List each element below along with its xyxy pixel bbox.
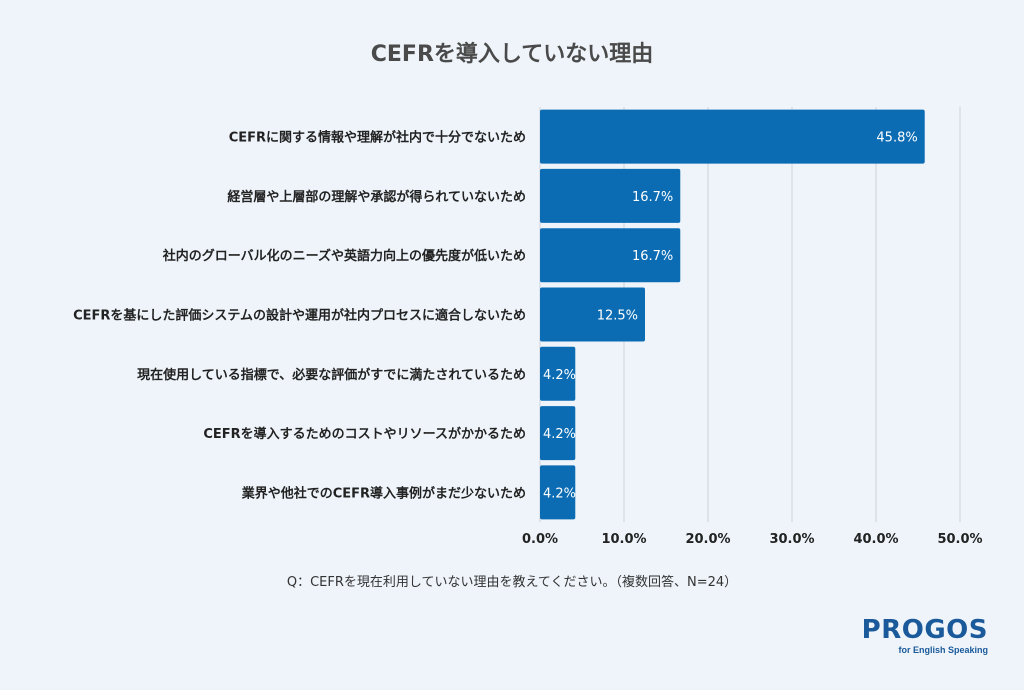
bar-value-label: 12.5%	[597, 309, 638, 324]
logo-tagline: for English Speaking	[898, 645, 988, 655]
bar	[540, 406, 576, 461]
bar-value-label: 45.8%	[876, 131, 917, 146]
bar-value-label: 4.2%	[543, 427, 576, 442]
bar	[540, 228, 681, 283]
bars: 45.8% 16.7% 16.7% 12.5% 4.2% 4.2% 4.2%	[540, 109, 925, 520]
progos-logo: PROGOS for English Speaking	[862, 616, 988, 656]
category-label: 業界や他社でのCEFR導入事例がまだ少ないため	[241, 485, 526, 501]
bar	[540, 287, 645, 342]
bar-value-label: 4.2%	[543, 486, 576, 501]
bar	[540, 465, 576, 520]
category-label: 社内のグローバル化のニーズや英語力向上の優先度が低いため	[162, 248, 526, 264]
category-label: CEFRを導入するためのコストやリソースがかかるため	[203, 426, 526, 442]
survey-note: Q：CEFRを現在利用していない理由を教えてください。（複数回答、N=24）	[286, 575, 738, 590]
x-tick-label: 50.0%	[937, 532, 982, 547]
bar-value-label: 4.2%	[543, 368, 576, 383]
bar-chart: 45.8% 16.7% 16.7% 12.5% 4.2% 4.2% 4.2% CEFRに関す…	[73, 107, 983, 547]
category-labels: CEFRに関する情報や理解が社内で十分でないため経営層や上層部の理解や承認が得ら…	[73, 130, 526, 502]
category-label: CEFRに関する情報や理解が社内で十分でないため	[229, 130, 526, 146]
x-tick-label: 40.0%	[853, 532, 898, 547]
x-tick-label: 0.0%	[522, 532, 558, 547]
chart-title: CEFRを導入していない理由	[370, 42, 654, 67]
category-label: CEFRを基にした評価システムの設計や運用が社内プロセスに適合しないため	[73, 308, 526, 324]
x-tick-label: 20.0%	[685, 532, 730, 547]
bar-value-label: 16.7%	[632, 190, 673, 205]
logo-name: PROGOS	[861, 615, 988, 645]
x-axis-ticks: 0.0% 10.0% 20.0% 30.0% 40.0% 50.0%	[522, 532, 983, 547]
category-label: 経営層や上層部の理解や承認が得られていないため	[227, 189, 526, 205]
bar	[540, 346, 576, 401]
x-tick-label: 30.0%	[769, 532, 814, 547]
x-tick-label: 10.0%	[601, 532, 646, 547]
bar-value-label: 16.7%	[632, 249, 673, 264]
category-label: 現在使用している指標で、必要な評価がすでに満たされているため	[137, 367, 526, 383]
bar	[540, 109, 925, 164]
bar	[540, 168, 681, 223]
